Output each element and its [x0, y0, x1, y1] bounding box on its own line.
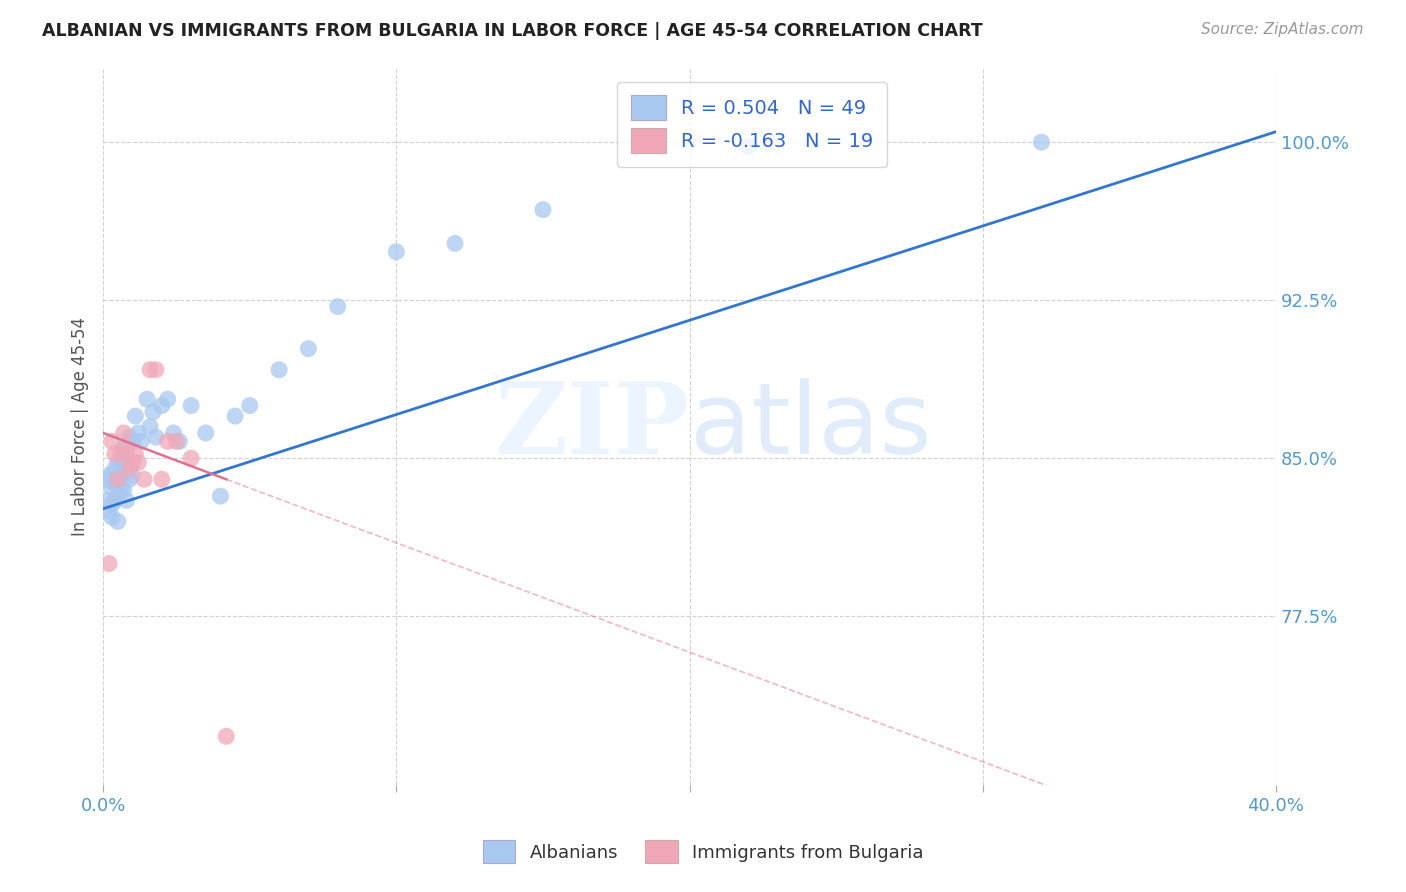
Point — [297, 342, 319, 356]
Point — [98, 557, 121, 571]
Point — [145, 363, 167, 377]
Point — [112, 441, 135, 455]
Point — [224, 409, 246, 423]
Point — [107, 489, 129, 503]
Text: Source: ZipAtlas.com: Source: ZipAtlas.com — [1201, 22, 1364, 37]
Point — [112, 425, 135, 440]
Point — [162, 425, 184, 440]
Point — [444, 236, 467, 251]
Point — [134, 472, 156, 486]
Point — [112, 483, 135, 497]
Point — [107, 515, 129, 529]
Text: ALBANIAN VS IMMIGRANTS FROM BULGARIA IN LABOR FORCE | AGE 45-54 CORRELATION CHAR: ALBANIAN VS IMMIGRANTS FROM BULGARIA IN … — [42, 22, 983, 40]
Legend: Albanians, Immigrants from Bulgaria: Albanians, Immigrants from Bulgaria — [471, 830, 935, 874]
Point — [104, 493, 127, 508]
Point — [94, 472, 117, 486]
Point — [121, 468, 143, 483]
Point — [209, 489, 232, 503]
Legend: R = 0.504   N = 49, R = -0.163   N = 19: R = 0.504 N = 49, R = -0.163 N = 19 — [617, 82, 887, 167]
Text: ZIP: ZIP — [495, 378, 689, 475]
Point — [115, 462, 138, 476]
Point — [101, 434, 124, 449]
Point — [136, 392, 159, 407]
Point — [385, 244, 408, 259]
Y-axis label: In Labor Force | Age 45-54: In Labor Force | Age 45-54 — [72, 318, 89, 536]
Point — [118, 462, 141, 476]
Point — [104, 447, 127, 461]
Point — [129, 434, 152, 449]
Point — [118, 472, 141, 486]
Point — [142, 405, 165, 419]
Point — [110, 483, 132, 497]
Point — [156, 434, 179, 449]
Point — [531, 202, 554, 217]
Point — [104, 476, 127, 491]
Point — [150, 399, 173, 413]
Point — [194, 425, 217, 440]
Point — [1031, 135, 1053, 149]
Point — [139, 419, 162, 434]
Point — [737, 139, 759, 153]
Point — [139, 363, 162, 377]
Point — [169, 434, 191, 449]
Point — [107, 455, 129, 469]
Point — [104, 462, 127, 476]
Point — [156, 392, 179, 407]
Point — [101, 481, 124, 495]
Point — [118, 430, 141, 444]
Point — [115, 441, 138, 455]
Point — [98, 504, 121, 518]
Point — [101, 498, 124, 512]
Point — [98, 468, 121, 483]
Point — [145, 430, 167, 444]
Point — [165, 434, 187, 449]
Point — [124, 447, 146, 461]
Point — [115, 447, 138, 461]
Text: atlas: atlas — [689, 378, 931, 475]
Point — [124, 409, 146, 423]
Point — [110, 447, 132, 461]
Point — [215, 729, 238, 743]
Point — [121, 455, 143, 469]
Point — [127, 455, 149, 469]
Point — [115, 493, 138, 508]
Point — [127, 425, 149, 440]
Point — [112, 455, 135, 469]
Point — [107, 472, 129, 486]
Point — [121, 434, 143, 449]
Point — [180, 399, 202, 413]
Point — [326, 300, 349, 314]
Point — [110, 468, 132, 483]
Point — [94, 493, 117, 508]
Point — [150, 472, 173, 486]
Point — [180, 451, 202, 466]
Point — [101, 510, 124, 524]
Point — [239, 399, 262, 413]
Point — [267, 363, 290, 377]
